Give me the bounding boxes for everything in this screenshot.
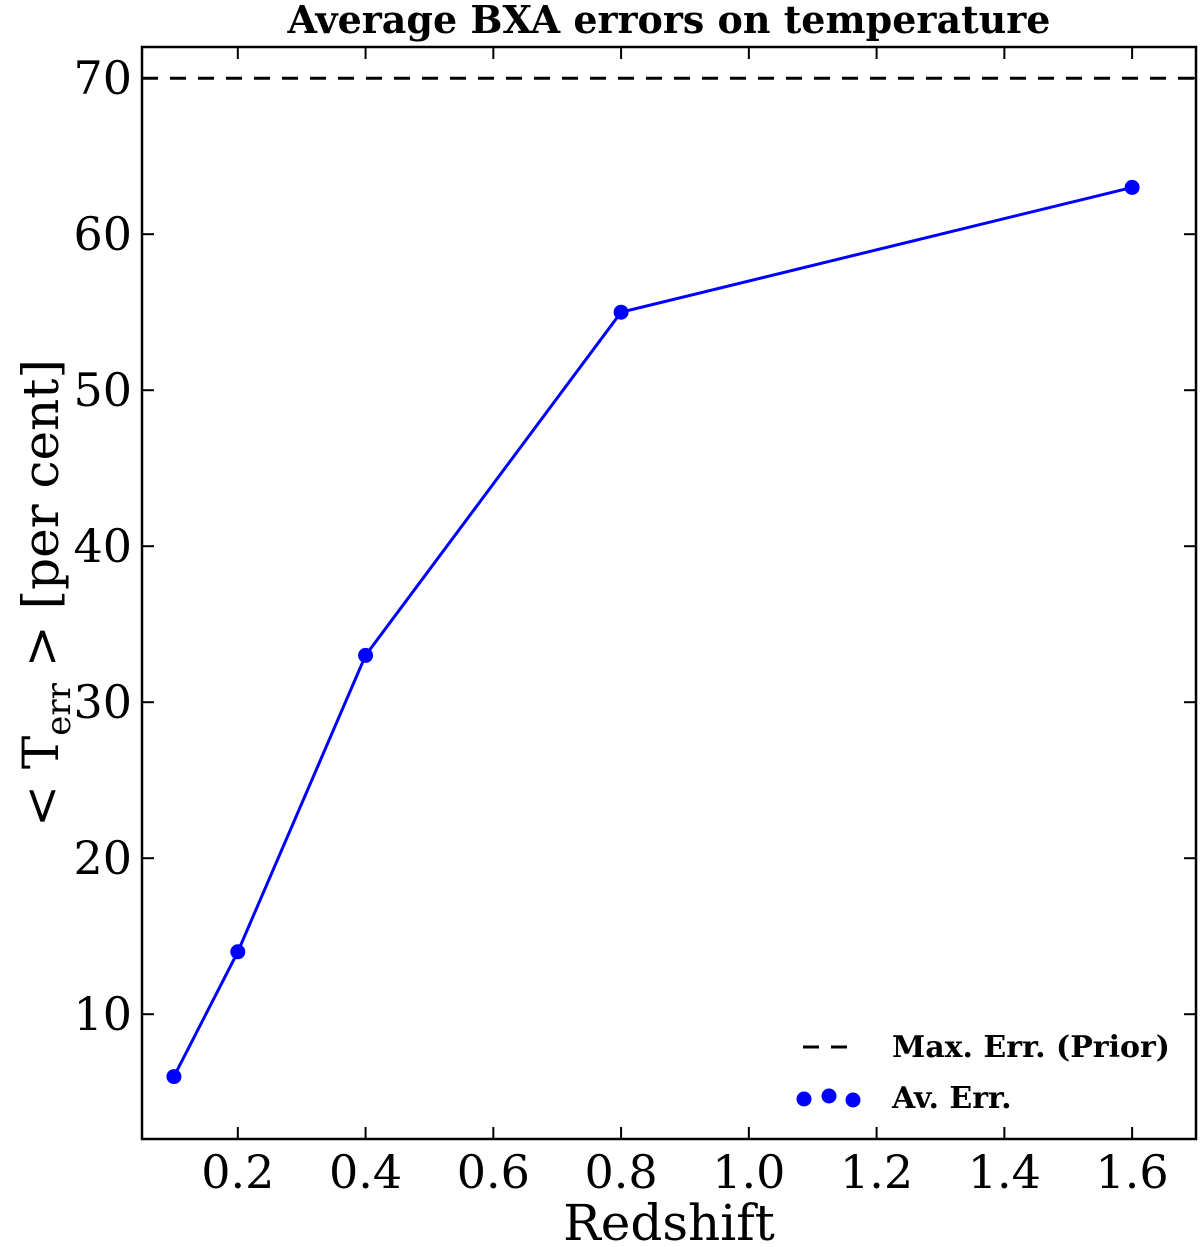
data-point	[166, 1069, 182, 1085]
x-tick-label: 0.4	[329, 1145, 402, 1199]
plot-frame	[140, 45, 1198, 1141]
x-axis-label: Redshift	[563, 1194, 775, 1247]
y-axis-label: < Terr > [per cent]	[12, 359, 79, 827]
y-tick-label: 60	[73, 207, 132, 261]
y-tick-label: 50	[73, 363, 132, 417]
legend-label-series: Av. Err.	[891, 1081, 1012, 1116]
x-tick-label: 1.6	[1096, 1145, 1169, 1199]
y-tick-label: 20	[73, 831, 132, 885]
y-tick-label: 40	[73, 519, 132, 573]
x-tick-label: 1.0	[712, 1145, 785, 1199]
legend-label-prior: Max. Err. (Prior)	[892, 1030, 1170, 1065]
y-tick-label: 30	[73, 675, 132, 729]
data-point	[358, 647, 374, 663]
y-axis-label-subscript: err	[39, 682, 79, 735]
x-tick-label: 1.2	[840, 1145, 913, 1199]
data-point	[1124, 179, 1140, 195]
x-tick-label: 0.2	[201, 1145, 274, 1199]
chart-title: Average BXA errors on temperature	[287, 0, 1051, 42]
data-point	[613, 304, 629, 320]
x-tick-label: 0.8	[585, 1145, 658, 1199]
y-tick-label: 10	[73, 987, 132, 1041]
y-axis-label-prefix: < T	[12, 736, 70, 827]
x-tick-label: 1.4	[968, 1145, 1041, 1199]
x-tick-label: 0.6	[457, 1145, 530, 1199]
data-point	[230, 944, 246, 960]
series-line-av-err	[172, 185, 1133, 1078]
legend-marker	[845, 1092, 861, 1108]
y-axis-label-suffix: > [per cent]	[12, 359, 70, 683]
legend: Max. Err. (Prior) Av. Err.	[796, 1030, 1170, 1116]
legend-marker	[821, 1088, 837, 1104]
y-tick-label: 70	[73, 51, 132, 105]
legend-marker	[796, 1091, 812, 1107]
